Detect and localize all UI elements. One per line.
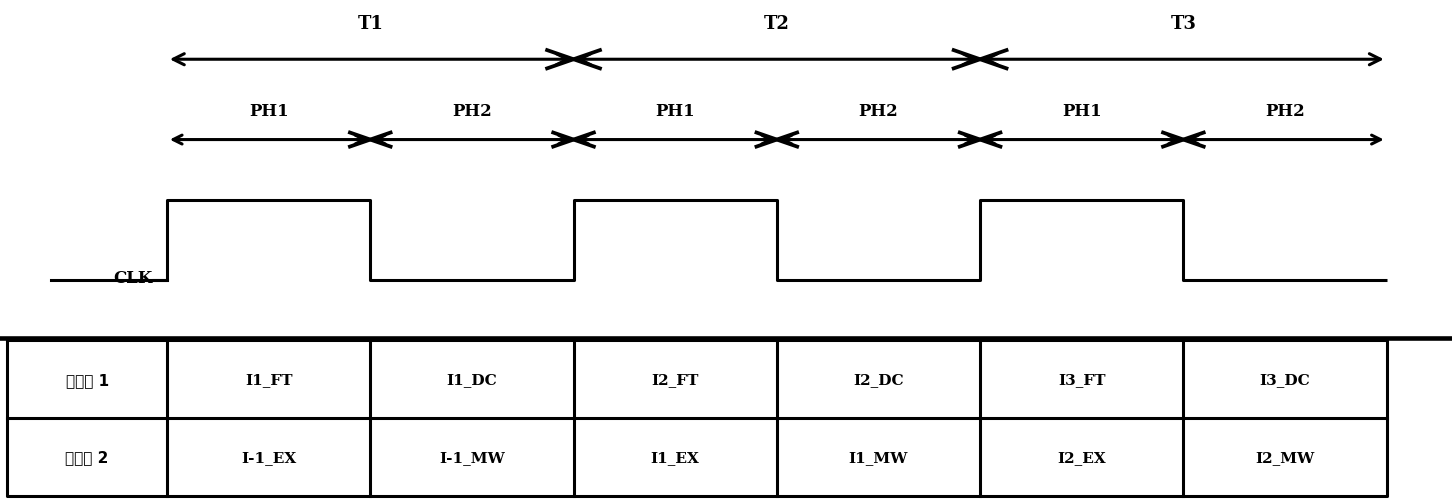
Text: I-1_MW: I-1_MW [439,450,505,464]
Text: PH2: PH2 [1265,103,1305,120]
Text: I3_DC: I3_DC [1260,373,1310,386]
Text: PH2: PH2 [858,103,899,120]
Text: 流水级 2: 流水级 2 [65,450,109,464]
Text: I1_MW: I1_MW [849,450,908,464]
Text: 流水级 1: 流水级 1 [65,372,109,387]
Text: I2_DC: I2_DC [854,373,903,386]
Text: I2_FT: I2_FT [652,373,698,386]
Text: I2_MW: I2_MW [1256,450,1314,464]
Text: I-1_EX: I-1_EX [241,450,296,464]
Text: T1: T1 [357,15,383,33]
Text: PH1: PH1 [655,103,696,120]
Text: I2_EX: I2_EX [1057,450,1106,464]
Text: I1_DC: I1_DC [447,373,497,386]
Text: I1_EX: I1_EX [650,450,700,464]
Text: PH1: PH1 [1061,103,1102,120]
Text: T2: T2 [764,15,790,33]
Text: PH1: PH1 [248,103,289,120]
Text: I1_FT: I1_FT [245,373,292,386]
Text: PH2: PH2 [452,103,492,120]
Text: CLK: CLK [113,270,152,287]
Text: T3: T3 [1170,15,1196,33]
Text: I3_FT: I3_FT [1059,373,1105,386]
